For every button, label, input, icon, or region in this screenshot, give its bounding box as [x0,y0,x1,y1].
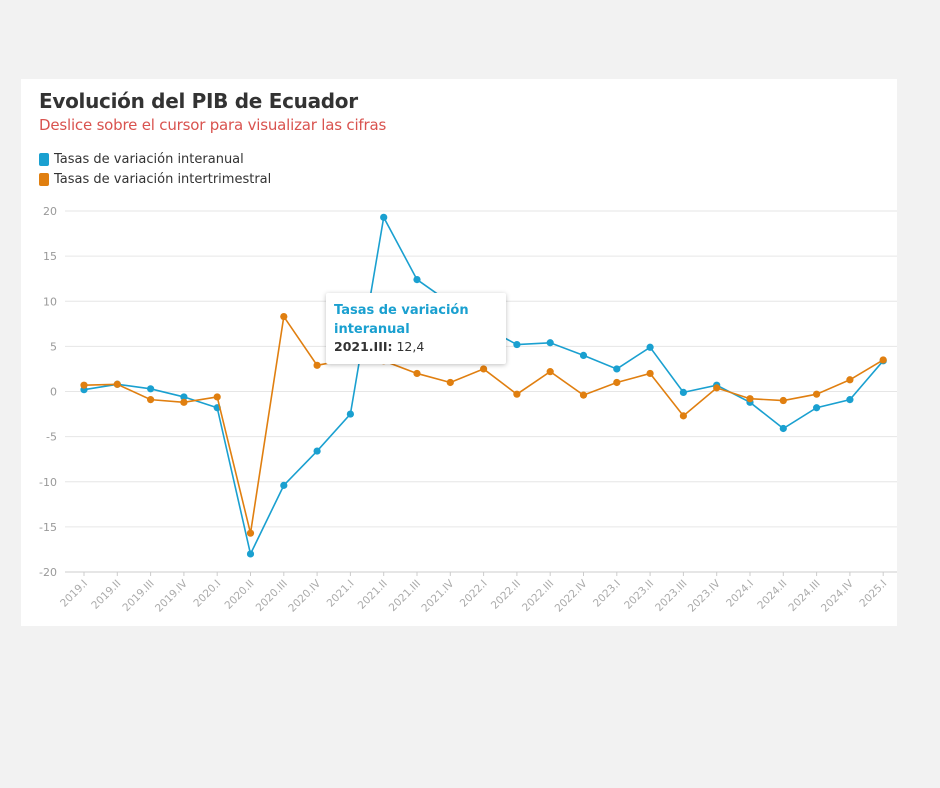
x-tick-label: 2020.III [254,578,290,614]
x-tick-label: 2021.III [387,578,423,614]
x-tick-label: 2024.II [755,578,789,612]
data-point [779,424,787,433]
legend-swatch-intertrimestral [39,172,49,186]
data-point [713,384,721,392]
x-tick-label: 2021.IV [419,577,457,615]
y-tick-label: 0 [50,386,57,399]
data-point [446,378,454,387]
data-point [213,393,221,401]
y-tick-label: -15 [39,521,57,534]
series-line-0 [83,214,884,557]
data-point [480,365,488,373]
x-tick-label: 2019.III [120,578,156,614]
data-point [679,388,688,397]
y-tick-label: 20 [43,205,57,218]
data-point [346,410,354,418]
data-point [147,396,155,404]
x-tick-label: 2019.IV [153,577,191,615]
tooltip-category: 2021.III: [334,339,393,354]
x-tick-label: 2023.IV [686,577,724,615]
data-point [879,356,887,364]
x-tick-label: 2020.I [191,578,223,610]
data-point [679,412,688,420]
y-tick-label: 5 [50,340,57,353]
data-point [846,376,854,384]
data-point [746,395,754,403]
chart-subtitle: Deslice sobre el cursor para visualizar … [39,116,387,134]
data-point [646,343,654,351]
tooltip-value-line: 2021.III: 12,4 [334,339,424,354]
data-point [180,398,188,406]
data-point [413,369,421,378]
x-tick-label: 2024.I [724,578,756,610]
legend-item-interanual[interactable]: Tasas de variación interanual [39,149,271,169]
data-point [613,378,621,387]
x-tick-label: 2022.I [458,578,490,610]
tooltip-value: 12,4 [396,339,425,354]
x-tick-label: 2023.II [622,578,656,612]
data-point [280,481,288,489]
data-point [113,380,121,388]
y-tick-label: 10 [43,295,57,308]
data-point [513,340,521,349]
data-point [779,396,787,405]
tooltip: Tasas de variación interanual 2021.III: … [326,293,506,364]
data-point [546,368,554,376]
legend-label-interanual: Tasas de variación interanual [54,151,244,167]
data-point [380,213,388,221]
data-point [646,369,654,378]
data-point [280,312,288,321]
data-point [80,381,88,389]
x-tick-label: 2022.II [489,578,523,612]
data-point [613,365,621,373]
x-tick-label: 2024.III [786,578,822,614]
legend-swatch-interanual [39,152,49,166]
x-tick-label: 2025.I [857,578,889,610]
data-point [246,529,255,537]
data-point [546,339,554,347]
y-tick-label: -10 [39,476,57,489]
data-point [846,396,854,404]
x-tick-label: 2021.II [356,578,390,612]
data-point [813,390,821,398]
y-tick-label: -20 [39,566,57,579]
legend-label-intertrimestral: Tasas de variación intertrimestral [54,171,272,187]
data-point [513,390,521,398]
data-point [313,361,321,369]
data-point [413,275,421,284]
x-tick-label: 2023.I [591,578,623,610]
x-tick-label: 2023.III [653,578,689,614]
x-tick-label: 2022.III [520,578,556,614]
data-point [313,447,321,455]
x-tick-label: 2022.IV [553,577,591,615]
x-tick-label: 2021.I [325,578,357,610]
data-point [147,385,155,393]
legend-item-intertrimestral[interactable]: Tasas de variación intertrimestral [39,169,271,189]
x-tick-label: 2020.II [222,578,256,612]
x-tick-label: 2019.I [58,578,90,610]
data-point [813,404,821,412]
data-point [579,351,588,359]
x-tick-label: 2020.IV [286,577,324,615]
legend: Tasas de variación interanual Tasas de v… [39,149,271,189]
data-point [180,393,188,401]
tooltip-series-name: Tasas de variación interanual [334,303,469,337]
data-point [246,550,255,558]
y-tick-label: 15 [43,250,57,263]
x-tick-label: 2024.IV [819,577,857,615]
chart-title: Evolución del PIB de Ecuador [39,89,358,113]
data-point [579,391,588,399]
x-tick-label: 2019.II [89,578,123,612]
y-tick-label: -5 [46,431,57,444]
chart-card: -20 -15 -10 -5 0 5 10 15 20 2019.I 2019.II 2019.III… [21,79,897,626]
